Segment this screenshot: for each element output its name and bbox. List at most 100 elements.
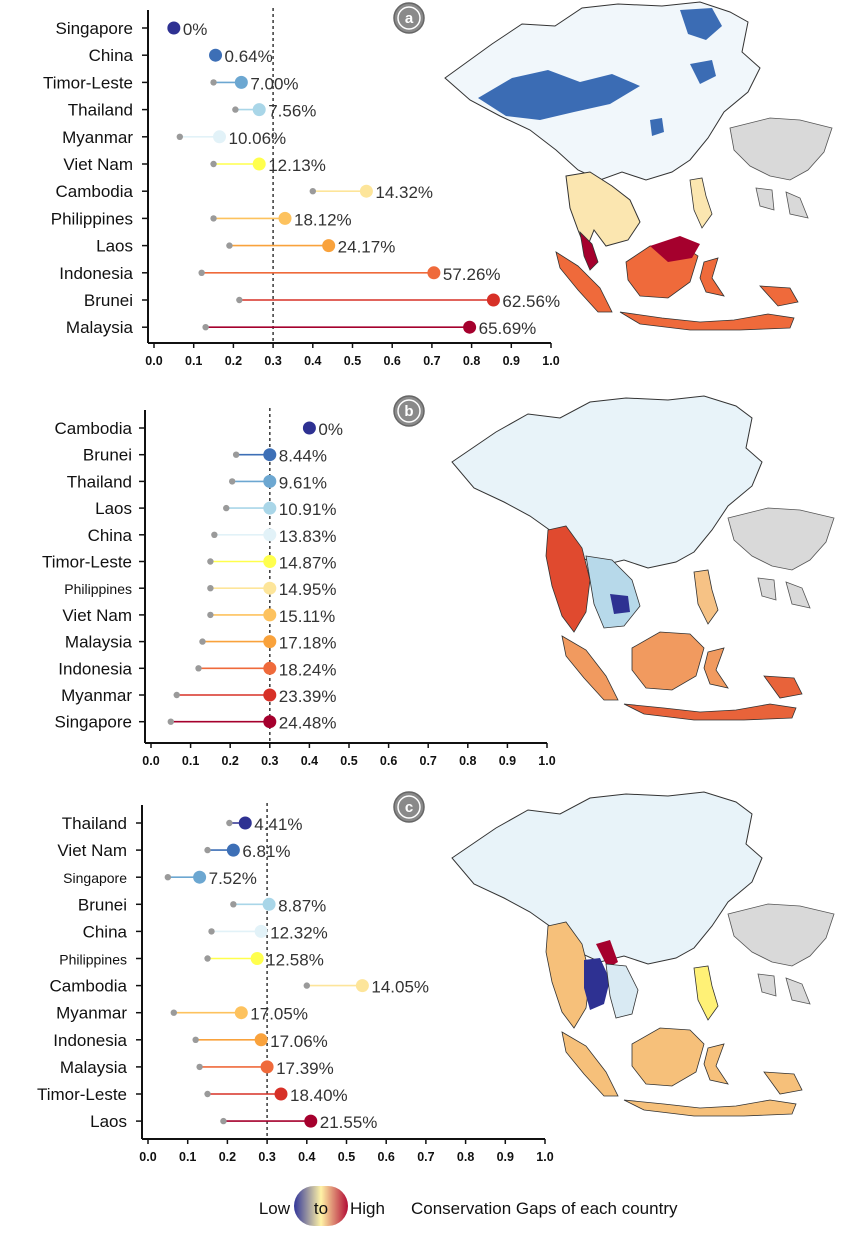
end-point [263,581,277,595]
sulawesi-a [699,257,725,297]
indochina-b [585,555,641,629]
end-point [263,608,277,622]
percent-label: 14.32% [375,183,433,202]
percent-label: 8.44% [279,447,327,466]
country-label: Malaysia [60,1058,128,1077]
malay-peninsula-a [579,230,599,271]
x-tick-label: 0.1 [179,1150,196,1164]
china-outline-map-b [451,395,763,569]
start-point [196,1063,203,1071]
percent-label: 18.24% [279,660,337,679]
panel-letter-c: c [405,799,413,816]
java-islands-c [623,1099,797,1117]
country-label: Malaysia [66,318,134,337]
start-point [198,269,205,276]
myanmar-c [545,921,591,1029]
percent-label: 17.39% [276,1059,334,1078]
start-point [195,665,202,672]
legend-high-label: High [350,1199,385,1218]
country-label: Laos [90,1112,127,1131]
country-label: Myanmar [61,686,132,705]
end-point [234,1006,248,1020]
country-label: Singapore [54,713,132,732]
x-tick-label: 0.6 [378,1150,395,1164]
start-point [228,478,236,485]
country-label: Brunei [83,446,132,465]
laos-c [596,940,618,968]
x-tick-label: 1.0 [542,354,559,368]
panel-b-map [451,395,835,721]
country-label: China [89,46,134,65]
end-point [252,157,266,171]
end-point [263,555,277,568]
start-point [173,691,180,699]
china-north-protected-a [680,8,722,40]
end-point [274,1087,288,1101]
end-point [213,130,227,144]
percent-label: 15.11% [279,607,335,626]
percent-label: 10.91% [279,500,337,519]
start-point [220,1117,227,1125]
x-tick-label: 0.1 [182,754,199,768]
country-label: Viet Nam [62,606,132,625]
panel-badge-b: b [393,395,425,427]
percent-label: 7.52% [209,869,257,888]
inset-locator-map-c [727,903,835,1005]
country-label: Timor-Leste [42,553,132,572]
percent-label: 14.05% [371,978,429,997]
percent-label: 17.05% [250,1005,308,1024]
end-point [260,1060,274,1074]
x-tick-label: 0.0 [145,354,162,368]
panel-c-map [451,791,835,1117]
start-point [210,160,217,168]
country-label: Myanmar [62,128,133,147]
end-point [263,501,277,515]
start-point [309,188,316,195]
x-tick-label: 0.3 [264,354,281,368]
country-label: Philippines [51,209,133,228]
x-tick-label: 0.3 [261,754,278,768]
x-tick-label: 0.0 [139,1150,156,1164]
end-point [254,924,268,938]
country-label: Brunei [84,291,133,310]
x-tick-label: 0.8 [457,1150,474,1164]
legend-to-label: to [314,1199,328,1218]
x-tick-label: 0.2 [222,754,239,768]
start-point [167,718,174,725]
country-label: Indonesia [59,264,133,283]
country-label: Myanmar [56,1004,127,1023]
borneo-b [631,631,705,691]
sulawesi-b [703,647,729,689]
end-point [252,103,266,117]
chart-panel-b: 0.0 0.1 0.2 0.3 0.4 0.5 0.6 0.7 0.8 0.9 1.0 Cambodi… [42,408,556,768]
country-label: Philippines [64,581,132,597]
percent-label: 18.40% [290,1086,348,1105]
indochina-c [605,963,639,1019]
end-point [238,816,252,830]
country-label: Philippines [59,952,127,968]
x-tick-label: 0.5 [340,754,357,768]
x-tick-label: 0.6 [380,754,397,768]
percent-label: 24.17% [338,238,396,257]
country-label: Cambodia [56,182,134,201]
chart-panel-c: 0.0 0.1 0.2 0.3 0.4 0.5 0.6 0.7 0.8 0.9 1.0 Thailan… [37,803,554,1164]
percent-label: 62.56% [502,292,560,311]
start-point [236,296,243,304]
start-point [226,242,233,249]
x-tick-label: 0.7 [417,1150,434,1164]
legend-low-label: Low [259,1199,291,1218]
percent-label: 9.61% [279,473,327,492]
country-label: China [83,922,128,941]
x-tick-label: 0.4 [301,754,318,768]
start-point [170,1009,178,1016]
start-point [210,79,217,86]
x-tick-label: 0.7 [420,754,437,768]
philippines-a [689,177,713,229]
percent-label: 13.83% [279,527,337,546]
inset-locator-map-b [727,507,835,609]
x-tick-label: 0.7 [423,354,440,368]
x-tick-label: 0.2 [219,1150,236,1164]
country-label: Thailand [62,814,127,833]
percent-label: 0% [183,20,208,39]
percent-label: 7.00% [250,74,298,93]
